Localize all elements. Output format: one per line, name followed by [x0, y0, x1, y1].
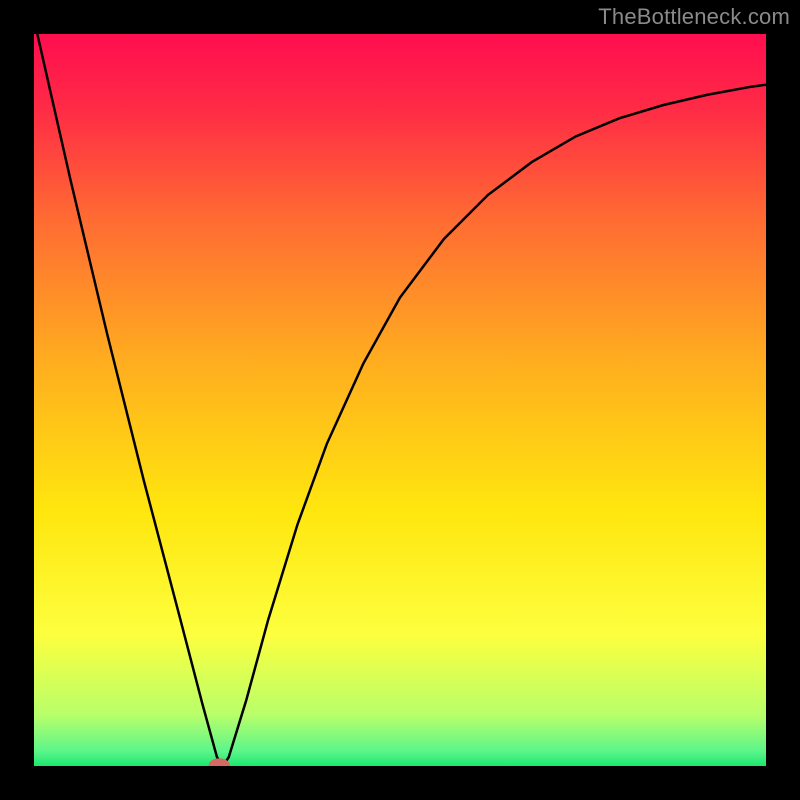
minimum-marker	[209, 758, 229, 766]
plot-area	[34, 34, 766, 766]
curve-path	[34, 34, 766, 766]
watermark-text: TheBottleneck.com	[598, 4, 790, 30]
bottleneck-curve	[34, 34, 766, 766]
chart-frame: TheBottleneck.com	[0, 0, 800, 800]
